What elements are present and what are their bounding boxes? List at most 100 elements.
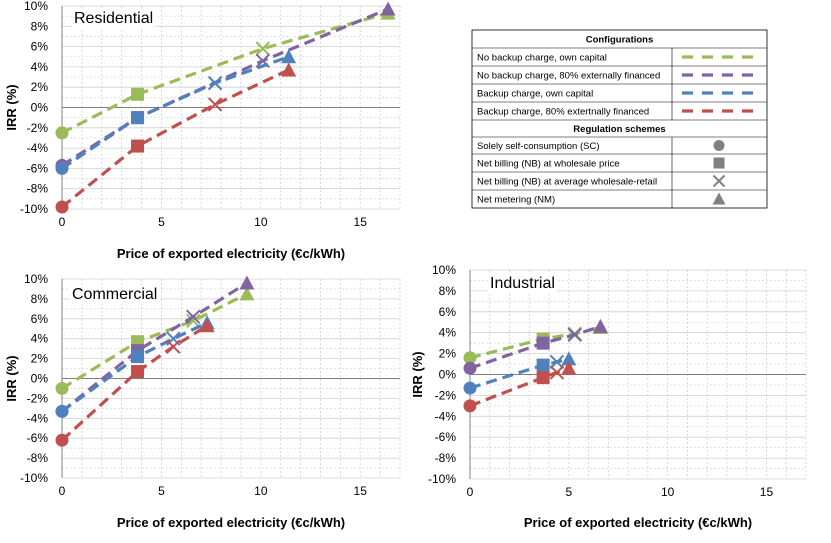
data-point-x: [567, 327, 582, 342]
data-point-triangle: [561, 360, 577, 375]
x-axis-title: Price of exported electricity (€c/kWh): [524, 515, 752, 530]
series-line-3: [61, 55, 290, 170]
series-line-1: [61, 292, 248, 390]
chart-panel-residential: -10% -8% -6% -4% -2% 0% 2% 4% 6% 8% 10% 0 5 10 15 Price…: [4, 0, 401, 261]
y-tick-label: 8%: [439, 284, 457, 298]
legend-scheme-label: Solely self-consumption (SC): [477, 141, 600, 152]
y-tick-label: 6%: [439, 305, 457, 319]
legend-configuration-label: No backup charge, 80% externally finance…: [477, 71, 660, 82]
legend-marker-circle: [713, 140, 725, 151]
data-point-circle: [55, 200, 69, 214]
legend-box: [471, 29, 768, 209]
y-tick-label: -6%: [27, 431, 49, 445]
data-point-circle: [55, 161, 69, 175]
x-axis-title: Price of exported electricity (€c/kWh): [117, 246, 345, 261]
data-point-x: [186, 313, 201, 328]
legend-marker-x: [712, 174, 726, 188]
chart-panel-industrial: -10% -8% -6% -4% -2% 0% 2% 4% 6% 8% 10% 0 5 10 15 Price…: [410, 263, 807, 530]
legend-configurations-title: Configurations: [586, 35, 654, 46]
data-point-x: [207, 97, 223, 112]
y-tick-label: -4%: [435, 409, 457, 423]
data-point-triangle: [380, 1, 396, 16]
data-point-triangle: [281, 49, 297, 64]
grid: [62, 278, 401, 479]
y-axis-title: IRR (%): [4, 84, 19, 130]
data-point-triangle: [239, 275, 255, 290]
y-tick-label: -8%: [27, 451, 49, 465]
data-point-circle: [463, 399, 477, 413]
legend: Configurations No backup charge, own capi…: [471, 29, 768, 209]
data-point-x: [166, 339, 181, 354]
y-tick-label: 10%: [432, 263, 456, 277]
data-point-triangle: [561, 351, 577, 366]
y-tick-label: 6%: [31, 40, 49, 54]
x-tick-label: 0: [59, 215, 66, 229]
legend-scheme-label: Net billing (NB) at wholesale price: [477, 159, 620, 170]
data-point-square: [131, 365, 145, 379]
data-point-x: [549, 365, 565, 380]
y-tick-label: -4%: [27, 141, 49, 155]
data-point-square: [536, 358, 550, 372]
legend-schemes-title: Regulation schemes: [573, 124, 665, 135]
data-point-circle: [55, 404, 69, 418]
y-tick-label: 0%: [439, 368, 457, 382]
y-tick-label: 0%: [31, 372, 49, 386]
y-axis-title: IRR (%): [4, 355, 19, 401]
series-line-4: [60, 68, 290, 209]
y-tick-label: 8%: [31, 292, 49, 306]
data-point-square: [536, 371, 550, 385]
x-tick-label: 5: [565, 485, 572, 499]
x-tick-label: 15: [760, 485, 774, 499]
y-tick-label: -2%: [435, 388, 457, 402]
data-point-square: [131, 111, 145, 125]
data-point-triangle: [199, 318, 215, 333]
data-point-square: [131, 350, 145, 364]
legend-scheme-label: Net billing (NB) at average wholesale-re…: [477, 177, 657, 188]
x-axis-title: Price of exported electricity (€c/kWh): [117, 515, 345, 530]
y-tick-label: -10%: [428, 472, 456, 486]
data-point-square: [131, 87, 145, 101]
x-tick-label: 10: [661, 485, 675, 499]
y-tick-label: 4%: [31, 60, 49, 74]
y-tick-label: -6%: [435, 430, 457, 444]
legend-configuration-label: Backup charge, 80% extertnally financed: [477, 107, 649, 118]
y-tick-label: 2%: [31, 80, 49, 94]
data-point-triangle: [281, 62, 297, 77]
data-point-circle: [55, 126, 69, 140]
chart-title: Commercial: [72, 286, 157, 303]
chart-panel-commercial: -10% -8% -6% -4% -2% 0% 2% 4% 6% 8% 10% 0 5 10 15 Price…: [4, 272, 401, 530]
y-tick-label: 2%: [31, 352, 49, 366]
data-point-triangle: [239, 286, 255, 301]
data-point-x: [207, 75, 223, 91]
legend-marker-square: [713, 157, 725, 169]
data-point-x: [549, 354, 565, 370]
series-line-1: [61, 11, 389, 135]
series-line-2: [60, 281, 248, 413]
series-line-2: [469, 324, 601, 370]
chart-title-bg: [488, 274, 557, 293]
y-tick-label: -2%: [27, 391, 49, 405]
x-tick-label: 15: [354, 484, 368, 498]
chart-title: Industrial: [490, 275, 555, 292]
y-tick-label: 6%: [31, 312, 49, 326]
data-point-circle: [55, 381, 69, 395]
y-tick-label: -8%: [435, 451, 457, 465]
series-line-4: [469, 366, 570, 408]
y-tick-label: -6%: [27, 161, 49, 175]
x-tick-label: 10: [254, 215, 268, 229]
y-tick-label: 0%: [31, 101, 49, 115]
y-tick-label: -10%: [20, 471, 48, 485]
x-tick-label: 5: [158, 484, 165, 498]
y-tick-label: 8%: [31, 19, 49, 33]
y-tick-label: -8%: [27, 182, 49, 196]
y-tick-label: -10%: [20, 202, 48, 216]
x-tick-label: 10: [254, 484, 268, 498]
data-point-circle: [55, 433, 69, 447]
data-point-x: [186, 309, 201, 325]
y-tick-label: 10%: [24, 272, 48, 286]
x-tick-label: 0: [59, 484, 66, 498]
data-point-square: [131, 139, 145, 153]
chart-title: Residential: [74, 10, 153, 27]
x-tick-label: 5: [158, 215, 165, 229]
